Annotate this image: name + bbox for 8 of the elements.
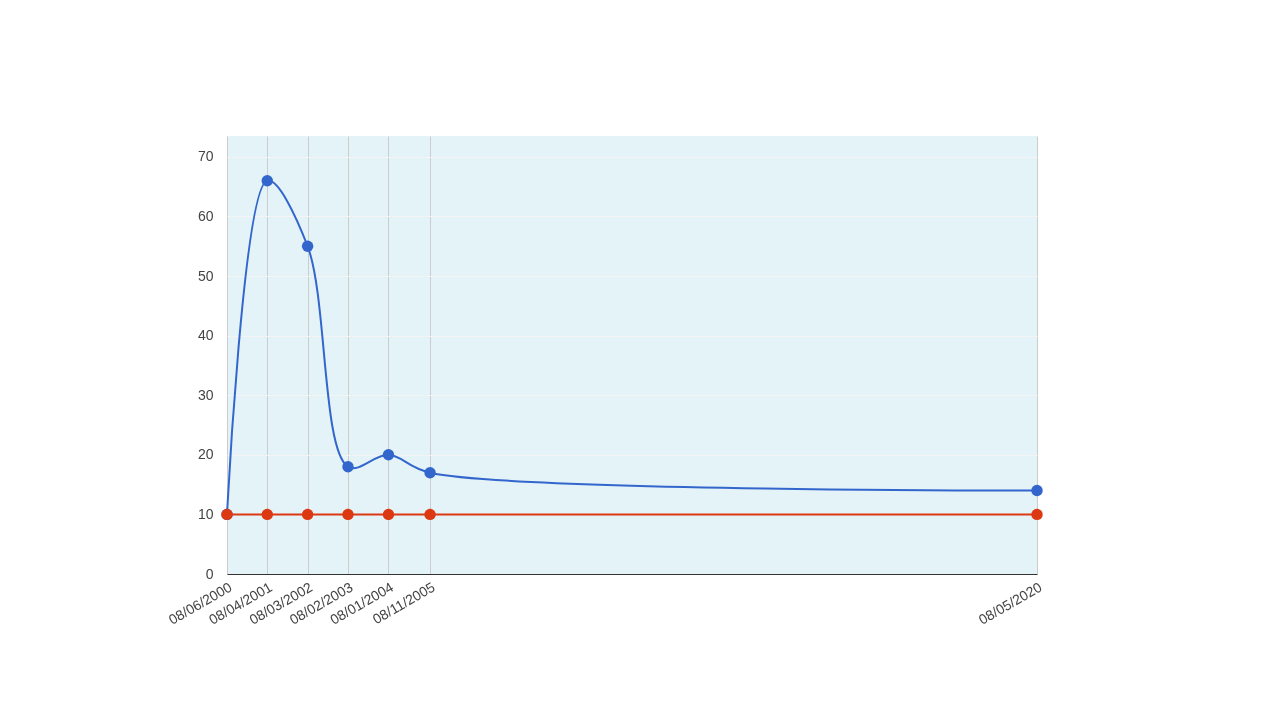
y-tick-label: 50 <box>197 267 214 284</box>
y-tick-label: 30 <box>197 386 214 403</box>
y-tick-label: 70 <box>197 148 214 165</box>
y-tick-label: 40 <box>197 327 214 344</box>
y-tick-label: 60 <box>197 207 214 224</box>
y-tick-label: 20 <box>197 446 214 463</box>
y-tick-label: 10 <box>197 505 214 522</box>
y-tick-label: 0 <box>205 565 214 582</box>
